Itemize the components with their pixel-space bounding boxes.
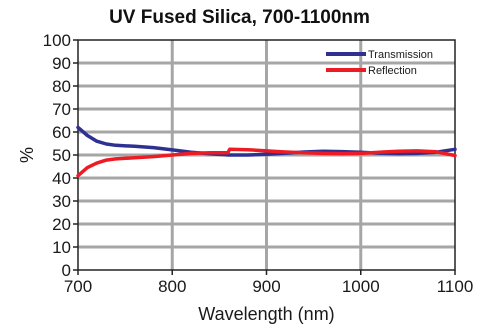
legend: Transmission Reflection (326, 49, 433, 77)
x-tick-label-700: 700 (64, 277, 92, 296)
y-tick-label-20: 20 (52, 215, 71, 234)
y-tick-label-100: 100 (43, 31, 71, 50)
x-tick-label-1100: 1100 (437, 277, 474, 296)
y-tick-label-0: 0 (62, 261, 71, 280)
x-axis-label: Wavelength (nm) (198, 304, 334, 324)
y-tick-label-60: 60 (52, 123, 71, 142)
x-tick-label-1000: 1000 (342, 277, 380, 296)
series-lines (76, 125, 457, 178)
y-tick-label-90: 90 (52, 54, 71, 73)
x-tick-label-800: 800 (158, 277, 186, 296)
tick-labels: 0 10 20 30 40 50 60 70 80 90 100 700 800 900 1000 1100 (43, 31, 474, 296)
grid (78, 40, 455, 270)
x-tick-label-900: 900 (252, 277, 280, 296)
y-tick-label-30: 30 (52, 192, 71, 211)
y-axis-label: % (17, 147, 37, 163)
y-tick-label-70: 70 (52, 100, 71, 119)
legend-label-transmission: Transmission (368, 49, 433, 61)
chart-title: UV Fused Silica, 700-1100nm (109, 7, 370, 28)
y-tick-label-80: 80 (52, 77, 71, 96)
legend-label-reflection: Reflection (368, 65, 417, 77)
y-tick-label-40: 40 (52, 169, 71, 188)
y-tick-label-10: 10 (52, 238, 71, 257)
series-line-reflection (76, 147, 457, 178)
y-tick-label-50: 50 (52, 146, 71, 165)
